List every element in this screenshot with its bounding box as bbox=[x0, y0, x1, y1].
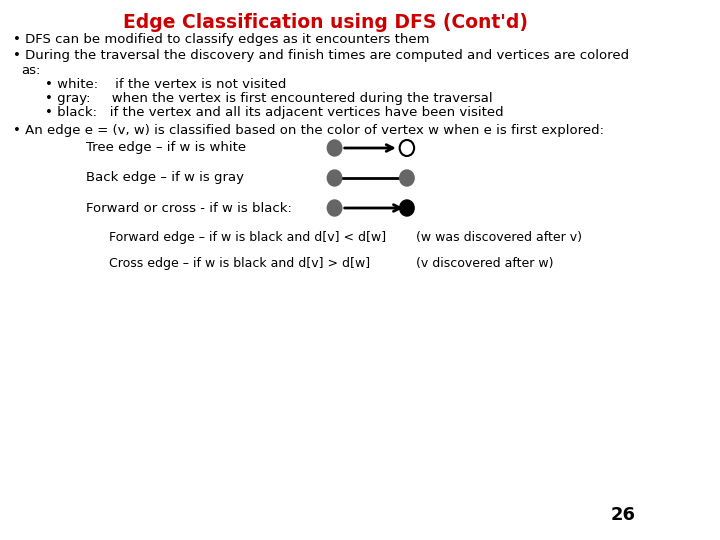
Text: Cross edge – if w is black and d[v] > d[w]: Cross edge – if w is black and d[v] > d[… bbox=[109, 258, 369, 271]
Circle shape bbox=[400, 140, 414, 156]
Text: • black:   if the vertex and all its adjacent vertices have been visited: • black: if the vertex and all its adjac… bbox=[45, 106, 504, 119]
Text: (w was discovered after v): (w was discovered after v) bbox=[416, 231, 582, 244]
Text: • During the traversal the discovery and finish times are computed and vertices : • During the traversal the discovery and… bbox=[13, 49, 629, 62]
Circle shape bbox=[400, 200, 414, 216]
Text: • An edge e = (v, w) is classified based on the color of vertex w when e is firs: • An edge e = (v, w) is classified based… bbox=[13, 124, 603, 137]
Text: as:: as: bbox=[22, 64, 41, 77]
Text: 26: 26 bbox=[611, 506, 636, 524]
Text: Back edge – if w is gray: Back edge – if w is gray bbox=[86, 172, 244, 185]
Text: Tree edge – if w is white: Tree edge – if w is white bbox=[86, 141, 246, 154]
Text: (v discovered after w): (v discovered after w) bbox=[416, 258, 554, 271]
Circle shape bbox=[328, 170, 342, 186]
Text: Edge Classification using DFS (Cont'd): Edge Classification using DFS (Cont'd) bbox=[123, 13, 528, 32]
Circle shape bbox=[328, 140, 342, 156]
Circle shape bbox=[328, 200, 342, 216]
Text: Forward or cross - if w is black:: Forward or cross - if w is black: bbox=[86, 201, 292, 214]
Text: Forward edge – if w is black and d[v] < d[w]: Forward edge – if w is black and d[v] < … bbox=[109, 231, 386, 244]
Text: • gray:     when the vertex is first encountered during the traversal: • gray: when the vertex is first encount… bbox=[45, 92, 492, 105]
Text: • white:    if the vertex is not visited: • white: if the vertex is not visited bbox=[45, 78, 287, 91]
Text: • DFS can be modified to classify edges as it encounters them: • DFS can be modified to classify edges … bbox=[13, 33, 429, 46]
Circle shape bbox=[400, 170, 414, 186]
